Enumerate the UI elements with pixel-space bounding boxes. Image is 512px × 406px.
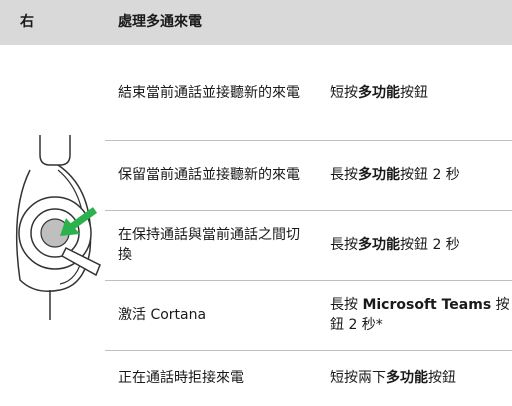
instruction-cell: 長按 Microsoft Teams 按鈕 2 秒* (330, 295, 510, 335)
instruction-cell: 短按兩下多功能按鈕 (330, 368, 510, 388)
text: 按鈕 2 秒 (400, 167, 460, 183)
text: 按鈕 2 秒 (400, 237, 460, 253)
header-cell: 處理多通來電 (118, 14, 202, 30)
bold-text: Microsoft Teams (362, 297, 492, 313)
action-cell: 在保持通話與當前通話之間切換 (118, 227, 300, 263)
text: 按鈕 (400, 84, 428, 101)
bold-text: 多功能 (386, 370, 428, 386)
row-divider (105, 140, 512, 141)
table-row: 保留當前通話並接聽新的來電 長按多功能按鈕 2 秒 (105, 140, 512, 210)
text: 長按 (330, 167, 358, 183)
text: 按鈕 (428, 370, 456, 386)
action-cell: 激活 Cortana (118, 307, 207, 323)
table-header: 右 處理多通來電 (0, 0, 512, 45)
instruction-cell: 長按多功能按鈕 2 秒 (330, 235, 510, 255)
table-row: 在保持通話與當前通話之間切換 長按多功能按鈕 2 秒 (105, 210, 512, 280)
bold-text: 多功能 (358, 237, 400, 253)
headset-illustration (15, 135, 101, 320)
action-cell: 結束當前通話並接聽新的來電 (118, 84, 300, 101)
row-divider (105, 350, 512, 351)
table-row: 結束當前通話並接聽新的來電 短按多功能按鈕 (105, 45, 512, 140)
text: 短按兩下 (330, 370, 386, 386)
table-row: 正在通話時拒接來電 短按兩下多功能按鈕 (105, 350, 512, 406)
text: 長按 (330, 237, 358, 253)
row-divider (105, 210, 512, 211)
action-cell: 保留當前通話並接聽新的來電 (118, 167, 300, 183)
header-cell: 右 (20, 14, 34, 30)
instruction-cell: 短按多功能按鈕 (330, 83, 510, 103)
text: 長按 (330, 297, 363, 313)
table-row: 激活 Cortana 長按 Microsoft Teams 按鈕 2 秒* (105, 280, 512, 350)
row-divider (105, 280, 512, 281)
bold-text: 多功能 (358, 84, 400, 101)
bold-text: 多功能 (358, 167, 400, 183)
text: 短按 (330, 84, 358, 101)
instruction-cell: 長按多功能按鈕 2 秒 (330, 165, 510, 185)
action-cell: 正在通話時拒接來電 (118, 370, 244, 386)
text: 按鈕 2 秒* (330, 297, 510, 333)
